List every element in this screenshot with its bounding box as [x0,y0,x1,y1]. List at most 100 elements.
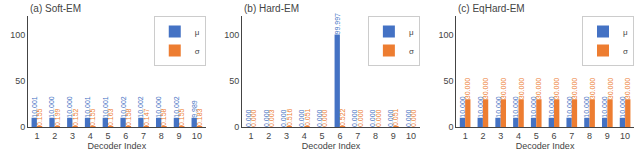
svg-text:4: 4 [302,131,307,141]
svg-text:99.997: 99.997 [334,13,341,35]
svg-text:30.000: 30.000 [553,78,560,100]
svg-text:50: 50 [15,76,25,86]
svg-text:10.002: 10.002 [173,96,180,118]
svg-text:10.000: 10.000 [566,96,573,118]
svg-text:0.000: 0.000 [375,109,382,127]
svg-text:30.000: 30.000 [518,78,525,100]
svg-text:0.155: 0.155 [36,108,43,126]
svg-text:0.155: 0.155 [178,108,185,126]
svg-text:0.000: 0.000 [387,109,394,127]
svg-text:4: 4 [88,131,93,141]
svg-text:Decoder Index: Decoder Index [302,141,361,151]
svg-text:30.000: 30.000 [464,78,471,100]
svg-text:0.000: 0.000 [245,109,252,127]
svg-text:10.002: 10.002 [120,96,127,118]
svg-text:10: 10 [406,131,416,141]
svg-text:30.000: 30.000 [535,78,542,100]
svg-text:10.000: 10.000 [548,96,555,118]
svg-text:9: 9 [177,131,182,141]
svg-text:10: 10 [620,131,630,141]
svg-text:0.158: 0.158 [125,108,132,126]
svg-text:5: 5 [320,131,325,141]
svg-text:50: 50 [229,76,239,86]
svg-text:0.000: 0.000 [351,109,358,127]
svg-text:0.000: 0.000 [298,109,305,127]
svg-text:100: 100 [224,30,239,40]
svg-text:0.152: 0.152 [72,108,79,126]
svg-text:10: 10 [192,131,202,141]
svg-text:σ: σ [623,47,628,56]
svg-text:10.000: 10.000 [48,96,55,118]
svg-text:0.051: 0.051 [304,108,311,126]
svg-text:10.000: 10.000 [477,96,484,118]
svg-text:100: 100 [10,30,25,40]
svg-text:0.163: 0.163 [107,108,114,126]
svg-text:50: 50 [443,76,453,86]
svg-text:10.000: 10.000 [619,96,626,118]
svg-text:10.001: 10.001 [84,96,91,118]
svg-text:1: 1 [463,131,468,141]
svg-text:30.000: 30.000 [589,78,596,100]
svg-text:30.000: 30.000 [607,78,614,100]
svg-text:Decoder Index: Decoder Index [516,141,575,151]
svg-text:0.183: 0.183 [196,108,203,126]
svg-text:(a) Soft-EM: (a) Soft-EM [30,3,81,14]
svg-text:0.000: 0.000 [369,109,376,127]
svg-text:3: 3 [498,131,503,141]
svg-text:0.147: 0.147 [143,108,150,126]
svg-text:1: 1 [249,131,254,141]
svg-text:8: 8 [373,131,378,141]
svg-text:0.000: 0.000 [316,109,323,127]
svg-text:0: 0 [20,122,25,132]
svg-text:2: 2 [480,131,485,141]
svg-text:10.000: 10.000 [66,96,73,118]
svg-text:3: 3 [284,131,289,141]
svg-text:6: 6 [337,131,342,141]
svg-text:30.000: 30.000 [571,78,578,100]
svg-text:5: 5 [105,131,110,141]
svg-text:(b) Hard-EM: (b) Hard-EM [244,3,299,14]
svg-text:0.000: 0.000 [357,109,364,127]
svg-text:(c) EqHard-EM: (c) EqHard-EM [458,3,525,14]
svg-text:6: 6 [123,131,128,141]
svg-text:10.000: 10.000 [459,96,466,118]
svg-text:3: 3 [70,131,75,141]
svg-text:4: 4 [516,131,521,141]
svg-text:1: 1 [34,131,39,141]
svg-text:μ: μ [623,28,628,37]
svg-text:10.000: 10.000 [583,96,590,118]
svg-text:6: 6 [552,131,557,141]
svg-text:10.002: 10.002 [137,96,144,118]
svg-text:9: 9 [605,131,610,141]
svg-text:0.000: 0.000 [405,109,412,127]
svg-text:7: 7 [141,131,146,141]
svg-text:0.199: 0.199 [54,108,61,126]
svg-text:10.000: 10.000 [530,96,537,118]
svg-text:8: 8 [587,131,592,141]
svg-text:0.516: 0.516 [286,108,293,126]
svg-text:0: 0 [234,122,239,132]
svg-text:9.989: 9.989 [191,100,198,118]
svg-text:10.000: 10.000 [155,96,162,118]
svg-text:100: 100 [438,30,453,40]
svg-text:0.000: 0.000 [410,109,417,127]
svg-text:7: 7 [569,131,574,141]
svg-text:7: 7 [355,131,360,141]
svg-text:2: 2 [266,131,271,141]
svg-text:Decoder Index: Decoder Index [88,141,147,151]
svg-text:10.001: 10.001 [31,96,38,118]
svg-text:0: 0 [448,122,453,132]
svg-text:μ: μ [195,28,200,37]
svg-text:0.158: 0.158 [160,108,167,126]
svg-text:0.000: 0.000 [280,109,287,127]
svg-text:30.000: 30.000 [624,78,631,100]
svg-text:μ: μ [409,28,414,37]
svg-text:5: 5 [534,131,539,141]
svg-text:2: 2 [52,131,57,141]
svg-text:σ: σ [195,47,200,56]
svg-text:0.003: 0.003 [268,109,275,127]
svg-text:0.000: 0.000 [321,109,328,127]
svg-text:10.000: 10.000 [601,96,608,118]
svg-text:0.000: 0.000 [263,109,270,127]
svg-text:30.000: 30.000 [500,78,507,100]
